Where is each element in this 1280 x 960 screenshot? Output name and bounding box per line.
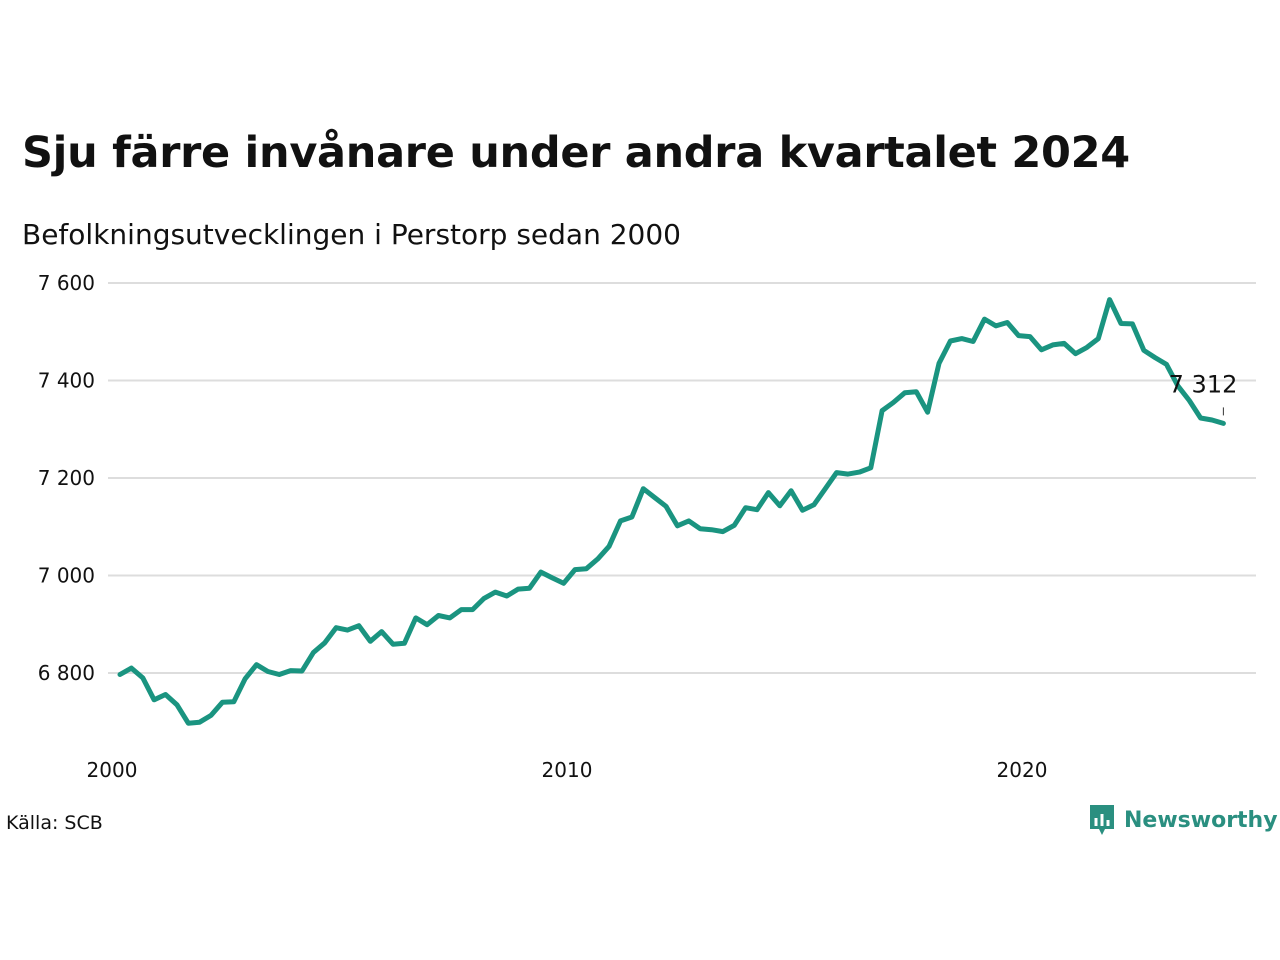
y-tick-label: 7 400	[38, 369, 95, 393]
brand-name: Newsworthy	[1124, 807, 1278, 833]
series-line	[117, 297, 1226, 726]
source-note: Källa: SCB	[6, 812, 103, 834]
y-tick-label: 7 200	[38, 466, 95, 490]
newsworthy-logo-icon	[1090, 805, 1114, 835]
x-tick-label: 2000	[87, 758, 138, 782]
y-tick-label: 7 600	[38, 271, 95, 295]
x-tick-label: 2010	[542, 758, 593, 782]
x-tick-label: 2020	[997, 758, 1048, 782]
y-tick-label: 7 000	[38, 564, 95, 588]
chart-title: Sju färre invånare under andra kvartalet…	[22, 128, 1130, 178]
end-value-label: 7 312	[1169, 370, 1238, 398]
y-tick-label: 6 800	[38, 661, 95, 685]
chart-subtitle: Befolkningsutvecklingen i Perstorp sedan…	[22, 218, 681, 251]
brand-logo[interactable]: Newsworthy	[1088, 803, 1278, 837]
